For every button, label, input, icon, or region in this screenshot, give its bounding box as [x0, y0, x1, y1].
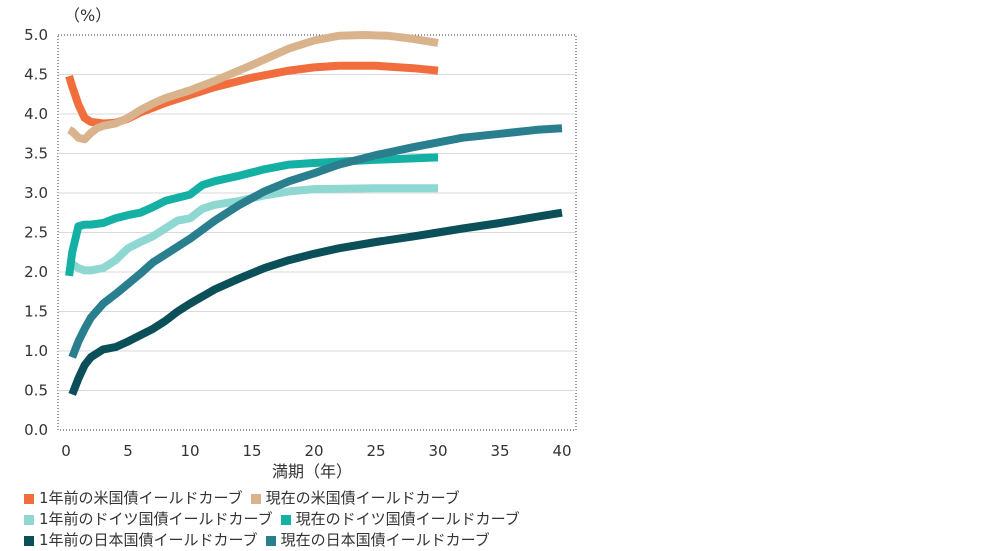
- legend-item-de-prev: 1年前のドイツ国債イールドカーブ: [24, 509, 273, 530]
- legend-item-us-prev: 1年前の米国債イールドカーブ: [24, 488, 243, 509]
- legend-label-us-now: 現在の米国債イールドカーブ: [265, 489, 460, 507]
- y-tick-label: 5.0: [24, 26, 48, 44]
- legend: 1年前の米国債イールドカーブ 現在の米国債イールドカーブ 1年前のドイツ国債イー…: [24, 488, 584, 551]
- legend-label-jp-prev: 1年前の日本国債イールドカーブ: [39, 531, 258, 549]
- plot-area: [57, 34, 577, 431]
- series-lines: [65, 31, 563, 396]
- legend-swatch-us-now: [250, 493, 261, 504]
- series-line-2: [67, 184, 438, 275]
- series-line-5: [68, 124, 563, 359]
- x-axis-title: 満期（年）: [272, 462, 352, 481]
- x-tick-label: 40: [552, 442, 571, 460]
- legend-row-de: 1年前のドイツ国債イールドカーブ 現在のドイツ国債イールドカーブ: [24, 509, 584, 530]
- legend-item-de-now: 現在のドイツ国債イールドカーブ: [280, 509, 520, 530]
- x-tick-label: 30: [428, 442, 447, 460]
- x-tick-label: 15: [242, 442, 261, 460]
- y-tick-label: 3.0: [24, 184, 48, 202]
- series-line-3: [65, 153, 439, 277]
- legend-swatch-jp-now: [265, 535, 276, 546]
- legend-row-jp: 1年前の日本国債イールドカーブ 現在の日本国債イールドカーブ: [24, 530, 584, 551]
- legend-label-de-prev: 1年前のドイツ国債イールドカーブ: [39, 510, 273, 528]
- y-tick-label: 1.0: [24, 342, 48, 360]
- legend-label-jp-now: 現在の日本国債イールドカーブ: [280, 531, 490, 549]
- x-tick-label: 5: [123, 442, 133, 460]
- grid-lines: [58, 74, 576, 391]
- legend-item-jp-now: 現在の日本国債イールドカーブ: [265, 530, 490, 551]
- x-axis-ticks: 0 5 10 15 20 25 30 35 40: [61, 442, 571, 460]
- legend-swatch-jp-prev: [24, 535, 34, 546]
- legend-label-de-now: 現在のドイツ国債イールドカーブ: [295, 510, 520, 528]
- y-tick-label: 2.5: [24, 224, 48, 242]
- series-line-4: [68, 208, 563, 396]
- x-tick-label: 35: [490, 442, 509, 460]
- y-unit-label: （%）: [64, 6, 111, 25]
- x-tick-label: 0: [61, 442, 71, 460]
- legend-item-jp-prev: 1年前の日本国債イールドカーブ: [24, 530, 258, 551]
- x-tick-label: 10: [180, 442, 199, 460]
- y-tick-label: 0.0: [24, 421, 48, 439]
- legend-row-us: 1年前の米国債イールドカーブ 現在の米国債イールドカーブ: [24, 488, 584, 509]
- y-axis-ticks: 0.0 0.5 1.0 1.5 2.0 2.5 3.0 3.5 4.0 4.5 5.0: [24, 26, 48, 439]
- y-tick-label: 4.5: [24, 66, 48, 84]
- y-tick-label: 3.5: [24, 145, 48, 163]
- legend-swatch-us-prev: [24, 493, 34, 504]
- legend-swatch-de-now: [280, 514, 291, 525]
- legend-label-us-prev: 1年前の米国債イールドカーブ: [39, 489, 243, 507]
- y-tick-label: 2.0: [24, 263, 48, 281]
- x-tick-label: 20: [304, 442, 323, 460]
- y-tick-label: 1.5: [24, 303, 48, 321]
- y-tick-label: 0.5: [24, 382, 48, 400]
- series-line-1: [67, 31, 439, 144]
- legend-swatch-de-prev: [24, 514, 34, 525]
- x-tick-label: 25: [366, 442, 385, 460]
- y-tick-label: 4.0: [24, 105, 48, 123]
- legend-item-us-now: 現在の米国債イールドカーブ: [250, 488, 460, 509]
